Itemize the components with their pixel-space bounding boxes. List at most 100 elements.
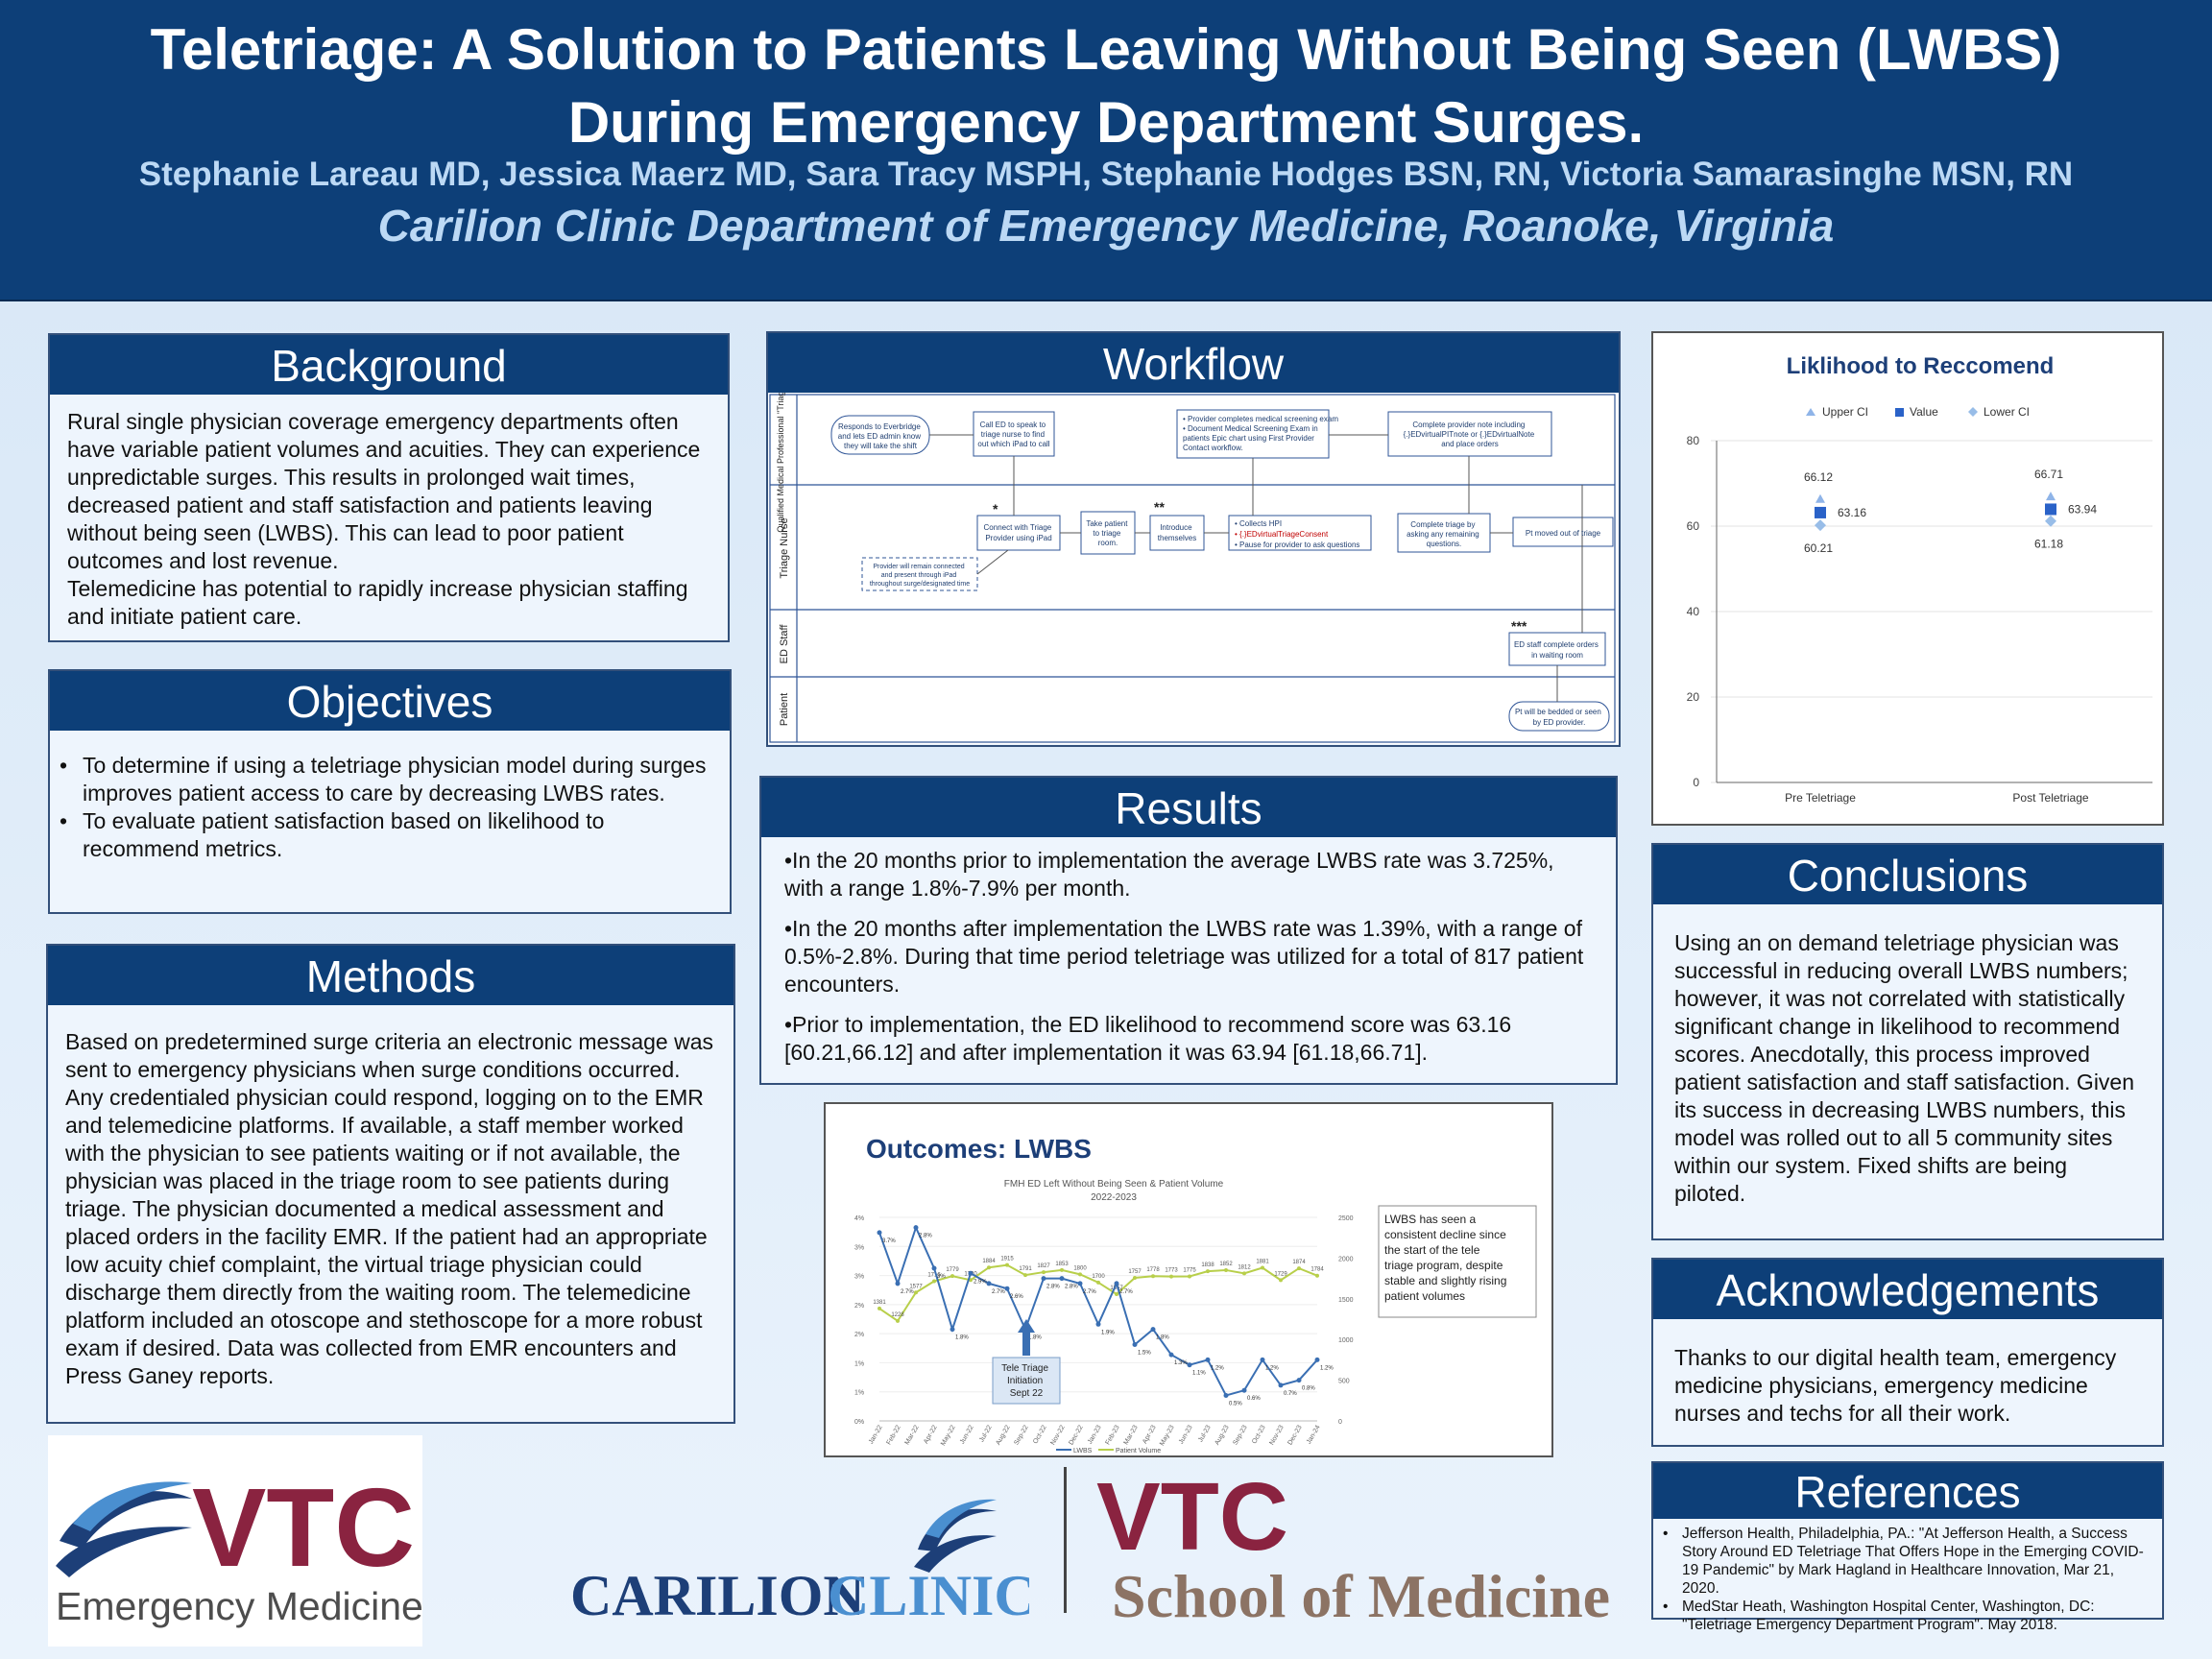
lwbs-left-tick: 3% [854, 1244, 864, 1251]
methods-text: Based on predetermined surge criteria an… [65, 1029, 714, 1388]
lwbs-x-tick: Feb-23 [1105, 1424, 1121, 1446]
lwbs-chart-subtitle-2: 2022-2023 [1091, 1192, 1137, 1203]
lwbs-point-label: 0.7% [1284, 1391, 1297, 1397]
lwbs-right-tick: 2500 [1338, 1215, 1354, 1222]
marker-single-star: * [993, 501, 998, 517]
ltr-chart-title: Liklihood to Reccomend [1787, 353, 2055, 379]
ltr-chart: Liklihood to Reccomend Upper CI Value Lo… [1687, 353, 2152, 805]
reference-item: MedStar Heath, Washington Hospital Cente… [1661, 1598, 2152, 1634]
emergency-medicine-wordmark: Emergency Medicine [56, 1584, 422, 1628]
lwbs-point-label: 1.2% [1211, 1365, 1224, 1371]
workflow-diagram: Qualified Medical Professional "Triage P… [768, 393, 1619, 744]
lwbs-point-label: 2.7% [901, 1289, 914, 1295]
volume-point [1297, 1266, 1301, 1271]
lwbs-point [1314, 1357, 1320, 1362]
lwbs-point-label: 1.3% [1174, 1360, 1188, 1366]
vtc-som-wordmark: VTC [1096, 1463, 1288, 1571]
acknowledgements-section: Acknowledgements Thanks to our digital h… [1651, 1258, 2164, 1447]
lwbs-point [1004, 1286, 1010, 1291]
volume-point-label: 1757 [1128, 1269, 1142, 1275]
ltr-lower-ci-label: 61.18 [2034, 538, 2063, 551]
ltr-upper-ci-label: 66.12 [1804, 470, 1833, 484]
lwbs-point-label: 1.8% [1028, 1335, 1042, 1341]
volume-point [896, 1318, 900, 1323]
references-heading: References [1653, 1463, 2162, 1519]
lwbs-x-tick: Jun-23 [1178, 1424, 1194, 1445]
step-take-patient: Take patient to triage room. [1086, 519, 1129, 547]
lwbs-point-label: 1.1% [1192, 1371, 1206, 1377]
conclusions-section: Conclusions Using an on demand teletriag… [1651, 843, 2164, 1240]
volume-point-label: 1838 [1201, 1262, 1214, 1268]
legend-upper-ci-icon [1806, 408, 1815, 416]
workflow-heading: Workflow [768, 333, 1619, 393]
step-ed-staff-orders: ED staff complete orders in waiting room [1514, 640, 1600, 660]
acknowledgements-heading: Acknowledgements [1653, 1260, 2162, 1319]
lwbs-left-tick: 0% [854, 1419, 864, 1426]
results-section: Results •In the 20 months prior to imple… [759, 776, 1618, 1085]
volume-point-label: 1800 [1073, 1265, 1087, 1271]
volume-point-label: 1228 [891, 1312, 904, 1318]
logo-divider [1064, 1467, 1067, 1613]
volume-point [878, 1306, 881, 1310]
lwbs-point-label: 1.5% [1138, 1351, 1151, 1357]
lwbs-point [931, 1265, 937, 1271]
lwbs-point [968, 1270, 974, 1276]
volume-point [1188, 1274, 1191, 1279]
lwbs-left-tick: 1% [854, 1390, 864, 1397]
ltr-chart-panel: Liklihood to Reccomend Upper CI Value Lo… [1651, 331, 2164, 826]
volume-point [1115, 1291, 1118, 1296]
vtc-school-of-medicine-logo: VTC School of Medicine [1094, 1461, 1647, 1634]
clinic-wordmark: CLINIC [828, 1564, 1029, 1627]
lwbs-point [1095, 1321, 1101, 1327]
results-heading: Results [761, 778, 1616, 837]
lwbs-point [1260, 1357, 1265, 1362]
volume-point [914, 1290, 918, 1295]
lwbs-left-tick: 4% [854, 1215, 864, 1222]
lwbs-x-tick: Sep-23 [1232, 1424, 1248, 1446]
step-pt-moved: Pt moved out of triage [1526, 529, 1601, 538]
lwbs-x-tick: Oct-22 [1032, 1424, 1048, 1445]
lwbs-annotation-box [1378, 1205, 1537, 1318]
lwbs-point-label: 2.7% [1119, 1289, 1133, 1295]
volume-point [1206, 1269, 1210, 1274]
volume-point-label: 1791 [1019, 1266, 1032, 1272]
lwbs-left-tick: 1% [854, 1360, 864, 1367]
school-of-medicine-wordmark: School of Medicine [1112, 1562, 1610, 1630]
volume-point-label: 1577 [909, 1284, 923, 1289]
lwbs-point-label: 0.5% [1229, 1402, 1242, 1407]
lwbs-point [1278, 1382, 1284, 1388]
lwbs-point-label: 1.2% [1320, 1365, 1334, 1371]
lwbs-x-tick: Nov-22 [1049, 1424, 1066, 1446]
volume-point [1133, 1276, 1137, 1281]
background-heading: Background [50, 335, 728, 395]
workflow-section: Workflow Qualified Medical Professional … [766, 331, 1621, 747]
initiation-arrow-icon [1018, 1319, 1035, 1356]
lwbs-right-tick: 1000 [1338, 1337, 1354, 1344]
volume-point-label: 1381 [873, 1300, 886, 1306]
lwbs-x-tick: Jun-22 [959, 1424, 975, 1445]
step-provider-remains: Provider will remain connected and prese… [870, 564, 970, 588]
lwbs-point-label: 2.6% [1010, 1294, 1023, 1300]
legend-lwbs-label: LWBS [1073, 1448, 1093, 1455]
volume-point-label: 1716 [927, 1272, 941, 1278]
legend-volume-label: Patient Volume [1116, 1448, 1161, 1455]
carilion-wordmark: CARILION [570, 1564, 865, 1627]
poster-title: Teletriage: A Solution to Patients Leavi… [0, 13, 2212, 159]
step-screening-exam: • Provider completes medical screening e… [1183, 415, 1340, 452]
lwbs-point-label: 2.8% [919, 1234, 932, 1239]
lwbs-point-label: 1.8% [955, 1335, 969, 1341]
lwbs-point-label: 0.8% [1302, 1386, 1315, 1392]
lwbs-x-tick: Apr-22 [923, 1424, 939, 1445]
volume-point [1005, 1262, 1009, 1267]
volume-point [1096, 1280, 1100, 1285]
lwbs-point-label: 1.8% [1156, 1335, 1169, 1341]
marker-double-star: ** [1154, 499, 1165, 515]
lwbs-point-label: 3% [937, 1274, 946, 1280]
volume-point-label: 1884 [982, 1259, 996, 1264]
ltr-upper-ci-point [1815, 493, 1825, 503]
lwbs-point [1150, 1327, 1156, 1333]
tele-triage-initiation-label: Tele Triage Initiation Sept 22 [1001, 1363, 1051, 1399]
lwbs-right-tick: 1500 [1338, 1297, 1354, 1304]
step-provider-note: Complete provider note including {.}EDvi… [1404, 421, 1537, 448]
ltr-lower-ci-label: 60.21 [1804, 541, 1833, 555]
